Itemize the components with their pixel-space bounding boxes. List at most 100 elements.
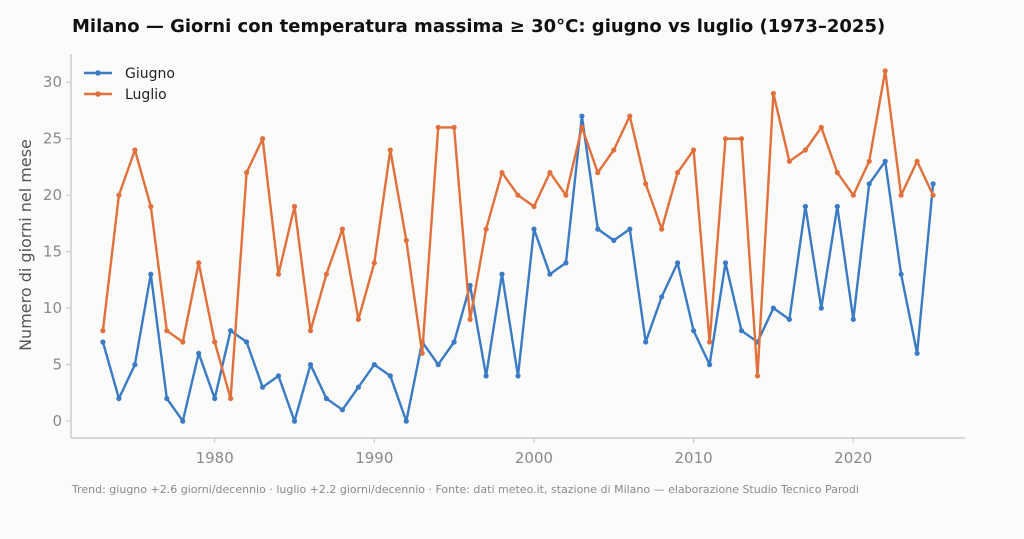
data-point-luglio: [196, 260, 202, 266]
data-point-giugno: [148, 271, 154, 277]
data-point-giugno: [882, 158, 888, 164]
data-point-luglio: [100, 328, 106, 334]
chart-footer-note: Trend: giugno +2.6 giorni/decennio · lug…: [71, 483, 859, 496]
data-point-luglio: [707, 339, 713, 345]
data-point-giugno: [164, 395, 170, 402]
data-point-giugno: [579, 113, 585, 119]
data-point-giugno: [659, 294, 665, 300]
data-point-luglio: [132, 147, 138, 153]
data-point-luglio: [339, 226, 345, 232]
series-giugno: [100, 113, 936, 424]
data-point-giugno: [291, 418, 298, 424]
data-point-giugno: [866, 181, 872, 187]
data-point-giugno: [467, 282, 473, 289]
y-tick-label: 20: [43, 186, 62, 204]
data-point-luglio: [164, 328, 170, 334]
data-point-giugno: [770, 305, 777, 311]
x-tick-label: 1990: [355, 449, 393, 467]
data-point-luglio: [547, 170, 553, 176]
data-point-luglio: [387, 147, 393, 153]
data-point-luglio: [467, 316, 473, 322]
data-point-luglio: [802, 147, 809, 153]
data-point-luglio: [371, 260, 377, 266]
data-point-giugno: [196, 350, 202, 356]
y-tick-label: 15: [43, 243, 62, 261]
data-point-luglio: [754, 373, 761, 379]
data-point-luglio: [355, 316, 361, 322]
data-point-giugno: [499, 271, 505, 277]
data-point-luglio: [866, 158, 872, 164]
data-point-giugno: [563, 260, 569, 266]
data-point-giugno: [180, 418, 186, 424]
data-point-giugno: [818, 305, 824, 311]
data-point-luglio: [180, 339, 186, 345]
data-point-luglio: [675, 170, 681, 176]
data-point-giugno: [914, 350, 920, 356]
data-point-giugno: [595, 226, 601, 232]
data-point-giugno: [707, 362, 713, 368]
legend-marker-luglio: [95, 91, 101, 97]
data-point-luglio: [579, 124, 585, 130]
legend: Giugno Luglio: [84, 66, 175, 103]
data-point-luglio: [786, 158, 793, 164]
data-point-giugno: [738, 328, 745, 334]
data-point-giugno: [244, 339, 250, 345]
data-point-giugno: [116, 395, 122, 402]
data-point-luglio: [531, 203, 537, 210]
y-tick-label: 10: [43, 299, 62, 317]
data-point-luglio: [483, 226, 489, 232]
data-point-luglio: [722, 136, 729, 142]
data-point-giugno: [675, 260, 681, 266]
y-tick-label: 25: [43, 130, 62, 148]
data-point-giugno: [371, 362, 377, 368]
data-point-luglio: [291, 203, 298, 210]
x-tick-label: 1980: [196, 449, 234, 467]
data-point-giugno: [722, 260, 729, 266]
data-point-luglio: [275, 271, 282, 277]
data-point-luglio: [323, 271, 329, 277]
data-point-giugno: [691, 328, 697, 334]
data-point-luglio: [643, 181, 649, 187]
data-point-luglio: [770, 90, 777, 97]
legend-label-giugno: Giugno: [125, 66, 175, 82]
data-point-luglio: [563, 192, 569, 198]
data-point-giugno: [212, 395, 218, 402]
x-ticks: 1980 1990 2000 2010 2020: [196, 438, 872, 467]
data-point-giugno: [898, 271, 904, 277]
data-point-luglio: [882, 68, 888, 74]
data-point-giugno: [834, 203, 840, 210]
data-point-giugno: [930, 181, 936, 187]
data-point-luglio: [627, 113, 633, 119]
data-point-luglio: [499, 170, 505, 176]
data-point-giugno: [355, 384, 361, 390]
series-layer: [100, 68, 936, 424]
data-point-luglio: [307, 328, 314, 334]
x-tick-label: 2010: [675, 449, 713, 467]
data-point-giugno: [339, 407, 345, 413]
data-point-luglio: [691, 147, 697, 153]
data-point-giugno: [531, 226, 537, 232]
data-point-giugno: [451, 339, 457, 345]
data-point-giugno: [387, 373, 393, 379]
x-tick-label: 2000: [515, 449, 553, 467]
data-point-luglio: [659, 226, 665, 232]
data-point-luglio: [738, 136, 745, 142]
y-tick-label: 30: [43, 73, 62, 91]
data-point-luglio: [898, 192, 904, 198]
legend-label-luglio: Luglio: [125, 87, 167, 103]
data-point-giugno: [515, 373, 521, 379]
data-point-giugno: [403, 418, 409, 424]
data-point-giugno: [307, 362, 314, 368]
data-point-luglio: [930, 192, 936, 198]
data-point-giugno: [323, 395, 329, 402]
y-axis-label: Numero di giorni nel mese: [16, 139, 35, 351]
data-point-giugno: [547, 271, 553, 277]
data-point-luglio: [260, 136, 266, 142]
data-point-luglio: [515, 192, 521, 198]
data-point-giugno: [611, 237, 617, 243]
data-point-luglio: [419, 350, 425, 356]
data-point-luglio: [818, 124, 824, 130]
data-point-luglio: [451, 124, 457, 130]
data-point-luglio: [611, 147, 617, 153]
